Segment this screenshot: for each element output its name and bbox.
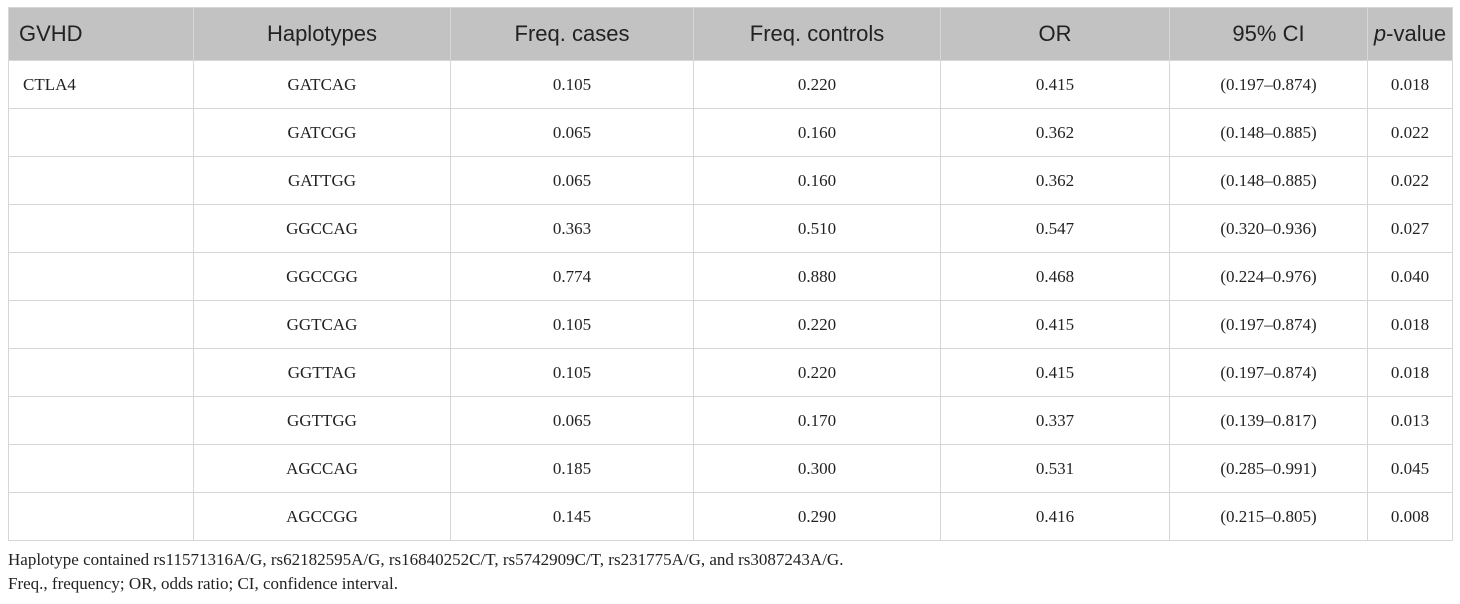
cell-freq-controls: 0.160 xyxy=(693,108,941,157)
cell-p-value: 0.018 xyxy=(1367,60,1453,109)
cell-ci: (0.285–0.991) xyxy=(1169,444,1368,493)
header-ci: 95% CI xyxy=(1169,7,1368,61)
cell-freq-controls: 0.220 xyxy=(693,300,941,349)
header-haplotypes: Haplotypes xyxy=(193,7,451,61)
cell-haplotype: GATCAG xyxy=(193,60,451,109)
header-p-suffix: -value xyxy=(1386,21,1447,46)
table-row: AGCCAG 0.185 0.300 0.531 (0.285–0.991) 0… xyxy=(8,444,1453,493)
cell-ci: (0.197–0.874) xyxy=(1169,300,1368,349)
cell-freq-controls: 0.300 xyxy=(693,444,941,493)
header-freq-cases: Freq. cases xyxy=(450,7,694,61)
cell-ci: (0.139–0.817) xyxy=(1169,396,1368,445)
cell-gvhd xyxy=(8,252,194,301)
header-p-italic: p xyxy=(1373,21,1387,46)
cell-p-value: 0.022 xyxy=(1367,108,1453,157)
cell-gvhd xyxy=(8,300,194,349)
cell-p-value: 0.018 xyxy=(1367,348,1453,397)
cell-ci: (0.215–0.805) xyxy=(1169,492,1368,541)
cell-freq-controls: 0.510 xyxy=(693,204,941,253)
cell-freq-cases: 0.774 xyxy=(450,252,694,301)
cell-ci: (0.197–0.874) xyxy=(1169,348,1368,397)
cell-or: 0.468 xyxy=(940,252,1170,301)
cell-haplotype: GGTTGG xyxy=(193,396,451,445)
cell-haplotype: AGCCGG xyxy=(193,492,451,541)
cell-p-value: 0.040 xyxy=(1367,252,1453,301)
cell-freq-cases: 0.065 xyxy=(450,156,694,205)
cell-or: 0.415 xyxy=(940,348,1170,397)
cell-ci: (0.148–0.885) xyxy=(1169,156,1368,205)
header-gvhd: GVHD xyxy=(8,7,194,61)
cell-ci: (0.197–0.874) xyxy=(1169,60,1368,109)
cell-haplotype: GGTTAG xyxy=(193,348,451,397)
table-row: GGCCAG 0.363 0.510 0.547 (0.320–0.936) 0… xyxy=(8,204,1453,253)
table-footnotes: Haplotype contained rs11571316A/G, rs621… xyxy=(8,548,843,596)
cell-or: 0.415 xyxy=(940,60,1170,109)
table-row: GGTTGG 0.065 0.170 0.337 (0.139–0.817) 0… xyxy=(8,396,1453,445)
cell-freq-cases: 0.185 xyxy=(450,444,694,493)
cell-haplotype: GATTGG xyxy=(193,156,451,205)
cell-p-value: 0.027 xyxy=(1367,204,1453,253)
table-row: CTLA4 GATCAG 0.105 0.220 0.415 (0.197–0.… xyxy=(8,60,1453,109)
cell-freq-cases: 0.105 xyxy=(450,348,694,397)
cell-or: 0.416 xyxy=(940,492,1170,541)
cell-freq-controls: 0.160 xyxy=(693,156,941,205)
table-row: GATCGG 0.065 0.160 0.362 (0.148–0.885) 0… xyxy=(8,108,1453,157)
table-header-row: GVHD Haplotypes Freq. cases Freq. contro… xyxy=(8,7,1453,61)
cell-gvhd xyxy=(8,108,194,157)
cell-gvhd xyxy=(8,204,194,253)
cell-ci: (0.224–0.976) xyxy=(1169,252,1368,301)
cell-freq-cases: 0.363 xyxy=(450,204,694,253)
cell-haplotype: GGTCAG xyxy=(193,300,451,349)
cell-freq-cases: 0.105 xyxy=(450,60,694,109)
cell-or: 0.337 xyxy=(940,396,1170,445)
cell-freq-cases: 0.145 xyxy=(450,492,694,541)
cell-gvhd xyxy=(8,156,194,205)
cell-freq-cases: 0.065 xyxy=(450,108,694,157)
cell-gvhd xyxy=(8,492,194,541)
table-row: GGTCAG 0.105 0.220 0.415 (0.197–0.874) 0… xyxy=(8,300,1453,349)
cell-freq-cases: 0.065 xyxy=(450,396,694,445)
cell-ci: (0.148–0.885) xyxy=(1169,108,1368,157)
cell-freq-cases: 0.105 xyxy=(450,300,694,349)
cell-gvhd xyxy=(8,348,194,397)
cell-freq-controls: 0.290 xyxy=(693,492,941,541)
cell-p-value: 0.013 xyxy=(1367,396,1453,445)
cell-p-value: 0.022 xyxy=(1367,156,1453,205)
cell-haplotype: GATCGG xyxy=(193,108,451,157)
cell-freq-controls: 0.220 xyxy=(693,60,941,109)
table-row: GATTGG 0.065 0.160 0.362 (0.148–0.885) 0… xyxy=(8,156,1453,205)
cell-gvhd xyxy=(8,444,194,493)
cell-p-value: 0.018 xyxy=(1367,300,1453,349)
header-or: OR xyxy=(940,7,1170,61)
header-freq-controls: Freq. controls xyxy=(693,7,941,61)
cell-or: 0.547 xyxy=(940,204,1170,253)
cell-or: 0.415 xyxy=(940,300,1170,349)
cell-p-value: 0.008 xyxy=(1367,492,1453,541)
haplotype-table-container: GVHD Haplotypes Freq. cases Freq. contro… xyxy=(8,7,1453,541)
cell-haplotype: AGCCAG xyxy=(193,444,451,493)
cell-freq-controls: 0.220 xyxy=(693,348,941,397)
cell-ci: (0.320–0.936) xyxy=(1169,204,1368,253)
cell-haplotype: GGCCAG xyxy=(193,204,451,253)
header-p-value: p-value xyxy=(1367,7,1453,61)
cell-or: 0.362 xyxy=(940,156,1170,205)
cell-freq-controls: 0.880 xyxy=(693,252,941,301)
footnote-abbreviations: Freq., frequency; OR, odds ratio; CI, co… xyxy=(8,574,398,593)
haplotype-table: GVHD Haplotypes Freq. cases Freq. contro… xyxy=(8,7,1453,541)
table-row: AGCCGG 0.145 0.290 0.416 (0.215–0.805) 0… xyxy=(8,492,1453,541)
footnote-haplotype: Haplotype contained rs11571316A/G, rs621… xyxy=(8,550,844,569)
cell-gvhd: CTLA4 xyxy=(8,60,194,109)
cell-freq-controls: 0.170 xyxy=(693,396,941,445)
cell-gvhd xyxy=(8,396,194,445)
cell-or: 0.362 xyxy=(940,108,1170,157)
cell-haplotype: GGCCGG xyxy=(193,252,451,301)
cell-p-value: 0.045 xyxy=(1367,444,1453,493)
table-row: GGCCGG 0.774 0.880 0.468 (0.224–0.976) 0… xyxy=(8,252,1453,301)
table-row: GGTTAG 0.105 0.220 0.415 (0.197–0.874) 0… xyxy=(8,348,1453,397)
cell-or: 0.531 xyxy=(940,444,1170,493)
